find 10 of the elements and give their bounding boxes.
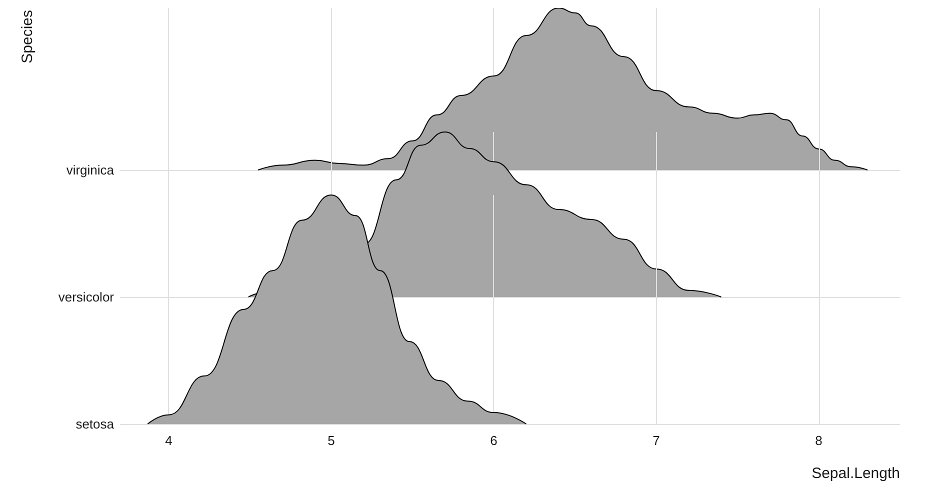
- x-tick-label: 7: [652, 433, 660, 448]
- text: virginica: [66, 162, 115, 178]
- text: versicolor: [58, 290, 115, 304]
- y-axis-title: Species: [19, 10, 36, 64]
- x-tick-label: 6: [490, 433, 498, 448]
- x-tick-label: 5: [328, 433, 335, 448]
- x-tick-label: 8: [815, 433, 822, 448]
- text: setosa: [76, 416, 115, 432]
- x-tick-label: 4: [165, 433, 172, 448]
- x-axis-title: Sepal.Length: [812, 465, 900, 482]
